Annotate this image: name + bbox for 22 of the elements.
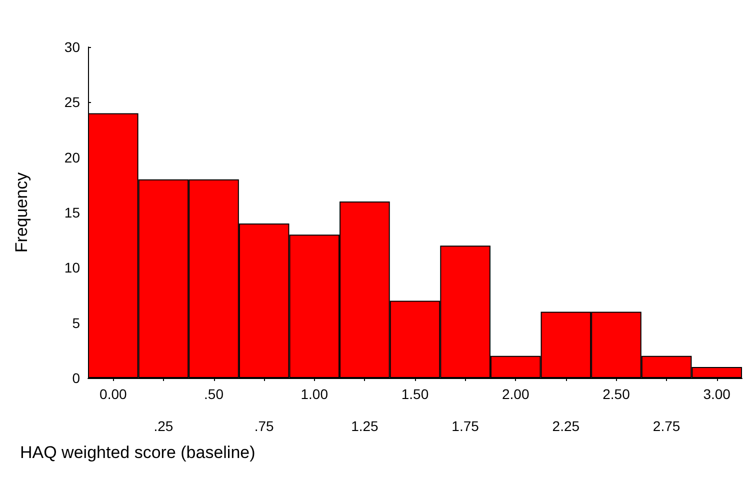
x-tick-label: .25	[154, 418, 174, 434]
y-tick-label: 5	[72, 314, 80, 331]
x-tick-label: .50	[204, 386, 224, 402]
x-tick-label: .75	[254, 418, 274, 434]
y-tick-label: 10	[64, 260, 80, 276]
y-tick-label: 30	[64, 39, 80, 55]
y-tick-label: 0	[72, 370, 80, 386]
x-tick-label: 2.75	[652, 418, 680, 434]
x-tick-label: 3.00	[703, 386, 731, 402]
x-tick-label: 1.75	[452, 418, 480, 434]
x-tick-label: 1.50	[401, 386, 429, 402]
y-tick-label: 20	[64, 149, 80, 166]
x-tick-label: 1.00	[300, 386, 328, 402]
x-tick-label: 1.25	[351, 418, 379, 434]
y-tick-label: 15	[64, 204, 80, 220]
y-tick-label: 25	[64, 94, 80, 110]
x-tick-label: 2.25	[552, 418, 580, 434]
x-axis-title: HAQ weighted score (baseline)	[20, 443, 256, 462]
x-tick-label: 0.00	[100, 386, 127, 402]
x-tick-label: 2.50	[602, 386, 630, 402]
x-tick-label: 2.00	[502, 386, 530, 402]
y-axis-title: Frequency	[12, 172, 31, 253]
